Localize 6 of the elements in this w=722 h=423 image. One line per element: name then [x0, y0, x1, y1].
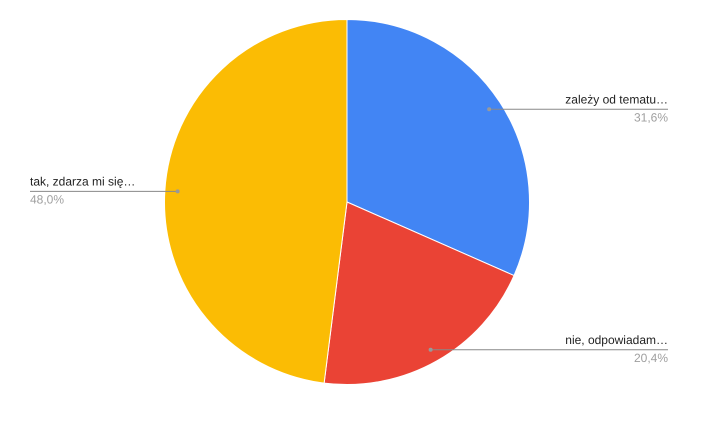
slice-label: zależy od tematu…	[565, 92, 668, 107]
slice-label: tak, zdarza mi się…	[30, 174, 136, 189]
data-label: 20,4%	[634, 351, 668, 366]
data-label: 48,0%	[30, 192, 64, 207]
data-label: 31,6%	[634, 110, 668, 125]
slice-label: nie, odpowiadam…	[565, 333, 668, 348]
